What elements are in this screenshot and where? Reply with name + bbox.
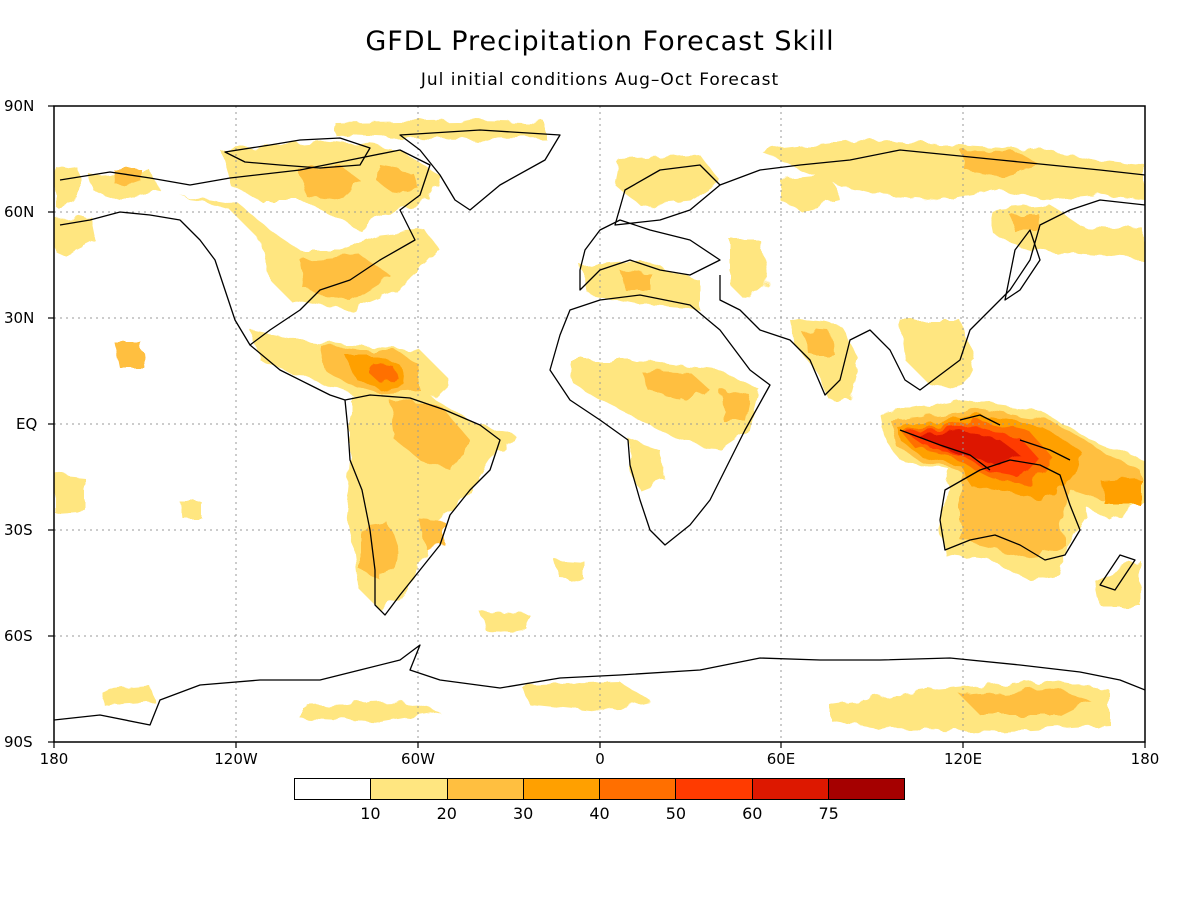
- lon-label-60w: 60W: [401, 750, 435, 768]
- coast-north-america: [59, 149, 431, 346]
- map-title: GFDL Precipitation Forecast Skill: [365, 26, 835, 57]
- coast-south-america: [344, 394, 501, 616]
- coast-greenland: [399, 129, 561, 211]
- skill-shading: [54, 120, 1145, 732]
- coast-antarctica: [54, 644, 1145, 726]
- coast-australia: [939, 459, 1081, 561]
- lon-label-180e: 180: [1130, 750, 1160, 768]
- lat-label-60n: 60N: [4, 203, 35, 221]
- lon-label-0: 0: [595, 750, 605, 768]
- colorbar-label-50: 50: [665, 804, 687, 823]
- coast-arctic-islands: [224, 137, 371, 169]
- coast-africa: [549, 294, 771, 546]
- colorbar-segment-2: [447, 779, 524, 799]
- lat-label-eq: EQ: [16, 415, 38, 433]
- coast-japan: [1004, 229, 1041, 301]
- lat-label-60s: 60S: [4, 627, 33, 645]
- colorbar: [294, 778, 905, 800]
- map-subtitle: Jul initial conditions Aug–Oct Forecast: [420, 70, 780, 90]
- lat-label-30n: 30N: [4, 309, 35, 327]
- coast-asia: [719, 149, 1145, 396]
- map-gridlines: [54, 106, 1145, 742]
- colorbar-label-30: 30: [512, 804, 534, 823]
- lat-label-90s: 90S: [4, 733, 33, 751]
- colorbar-label-75: 75: [818, 804, 839, 823]
- coast-scandinavia: [614, 164, 721, 226]
- colorbar-label-40: 40: [589, 804, 610, 823]
- axis-ticks: [48, 105, 1146, 748]
- coast-indonesia: [899, 414, 1071, 471]
- colorbar-label-10: 10: [360, 804, 381, 823]
- coast-new-zealand: [1099, 554, 1136, 591]
- colorbar-segment-6: [752, 779, 829, 799]
- lon-label-120w: 120W: [214, 750, 258, 768]
- colorbar-segment-5: [676, 779, 753, 799]
- colorbar-segment-0: [295, 779, 372, 799]
- lon-label-180w: 180: [39, 750, 69, 768]
- colorbar-segment-4: [600, 779, 677, 799]
- colorbar-label-20: 20: [436, 804, 457, 823]
- coastlines: [54, 129, 1145, 726]
- lat-label-30s: 30S: [4, 521, 33, 539]
- colorbar-segment-3: [523, 779, 600, 799]
- colorbar-label-60: 60: [742, 804, 763, 823]
- colorbar-segment-7: [828, 779, 904, 799]
- colorbar-segment-1: [371, 779, 448, 799]
- lon-label-120e: 120E: [943, 750, 983, 768]
- lon-label-60e: 60E: [766, 750, 796, 768]
- coast-central-america: [249, 344, 346, 401]
- lat-label-90n: 90N: [4, 97, 35, 115]
- coast-europe: [579, 219, 721, 291]
